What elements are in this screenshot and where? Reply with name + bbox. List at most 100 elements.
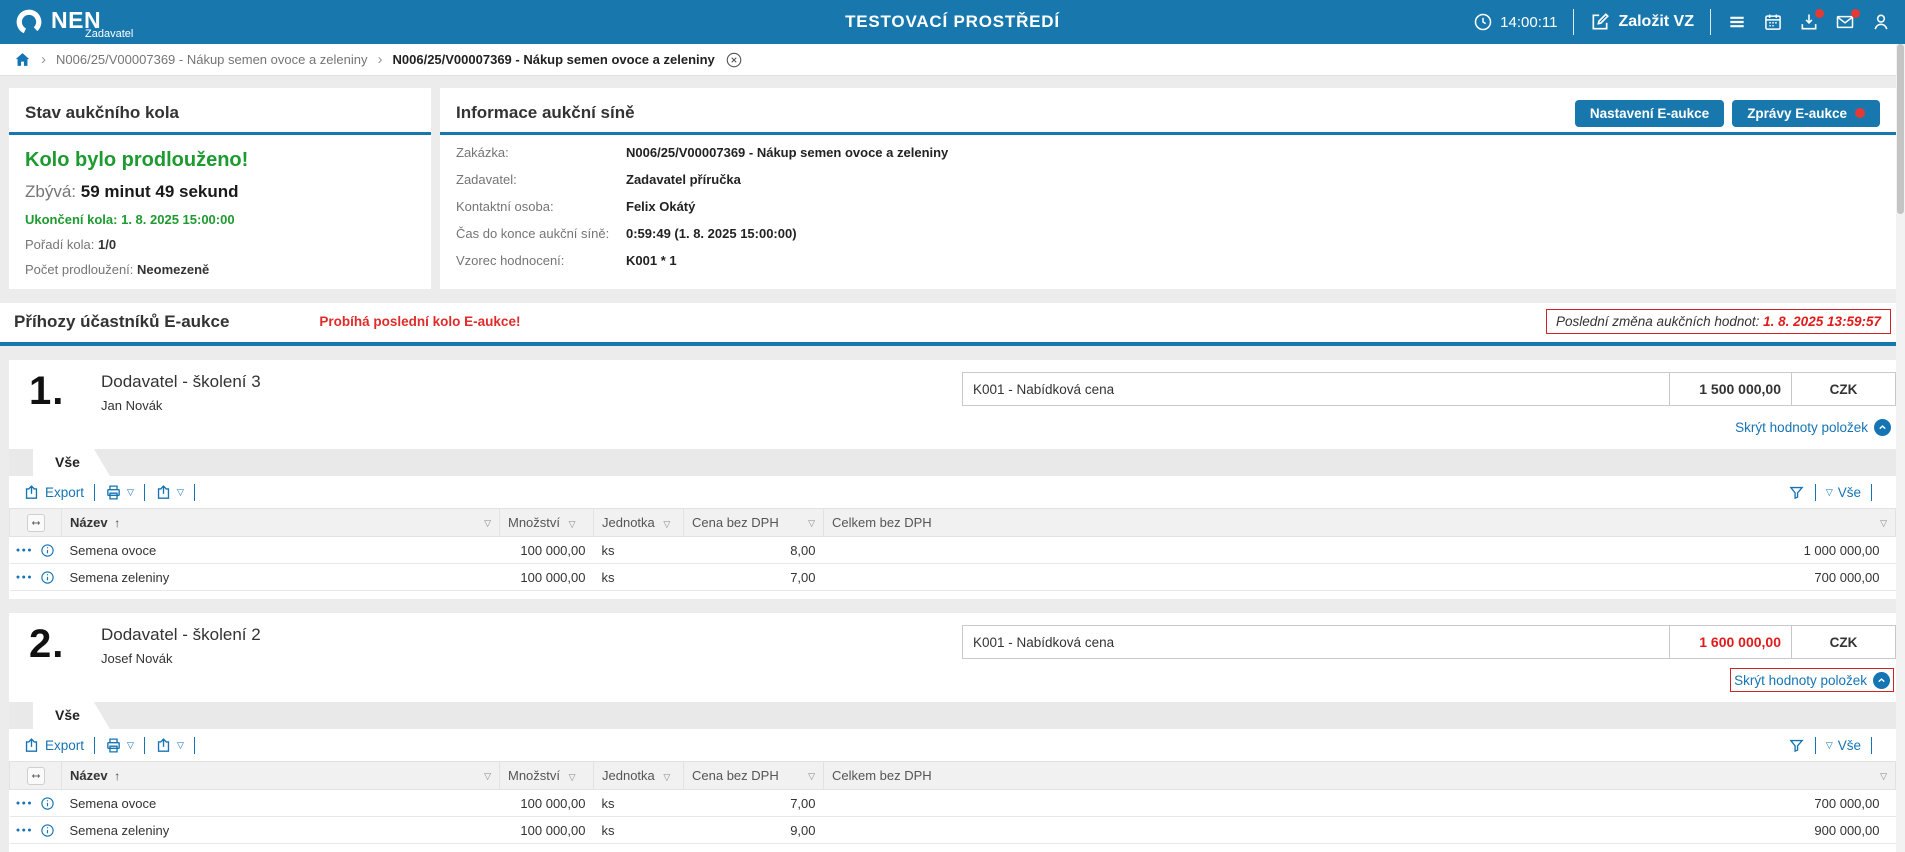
bid-amount: 1 600 000,00 [1669, 626, 1791, 658]
auction-settings-button[interactable]: Nastavení E-aukce [1574, 99, 1725, 127]
filter-dropdown-icon[interactable]: ▽ [1880, 518, 1887, 528]
view-all-button[interactable]: ▽ Vše [1825, 737, 1861, 753]
scrollbar-thumb[interactable] [1897, 44, 1904, 214]
filter-dropdown-icon[interactable]: ▽ [484, 771, 491, 781]
messages-button[interactable] [1835, 9, 1860, 32]
divider [94, 483, 96, 501]
participant-card-1: 1. Dodavatel - školení 3 Jan Novák K001 … [9, 360, 1896, 599]
participant-rank: 2. [29, 622, 65, 666]
column-header-price[interactable]: Cena bez DPH ▽ [683, 761, 824, 790]
breadcrumb-item-parent[interactable]: N006/25/V00007369 - Nákup semen ovoce a … [56, 52, 368, 67]
tab-all[interactable]: Vše [33, 702, 110, 729]
filter-dropdown-icon[interactable]: ▽ [568, 519, 576, 529]
close-tab-button[interactable] [725, 51, 743, 69]
share-button[interactable]: ▽ [155, 484, 184, 501]
extensions-value: Neomezeně [137, 262, 210, 277]
user-profile-button[interactable] [1871, 12, 1891, 32]
column-header-qty[interactable]: Množství ▽ [499, 508, 594, 537]
home-button[interactable] [14, 51, 31, 68]
view-all-button[interactable]: ▽ Vše [1825, 484, 1861, 500]
chevron-right-icon: › [41, 51, 46, 68]
info-value: Zadavatel příručka [626, 172, 741, 187]
bids-section-header: Příhozy účastníků E-aukce Probíhá posled… [0, 303, 1905, 346]
item-total: 1 000 000,00 [823, 536, 1896, 564]
item-name: Semena zeleniny [61, 563, 500, 591]
hide-item-values-label: Skrýt hodnoty položek [1735, 419, 1868, 435]
menu-button[interactable] [1727, 12, 1747, 32]
print-button[interactable]: ▽ [105, 484, 134, 501]
bid-row: K001 - Nabídková cena 1 600 000,00 CZK [962, 625, 1896, 659]
row-menu-icon[interactable]: ●●● [15, 826, 34, 834]
remaining-value: 59 minut 49 sekund [80, 182, 239, 201]
column-header-name[interactable]: Název ↑ ▽ [61, 761, 500, 790]
envelope-icon [1836, 15, 1854, 29]
participant-person: Josef Novák [101, 651, 173, 666]
nen-logo[interactable]: NEN Zadavatel [14, 7, 133, 39]
vertical-scrollbar[interactable] [1896, 44, 1905, 852]
share-button[interactable]: ▽ [155, 737, 184, 754]
filter-dropdown-icon[interactable]: ▽ [1880, 771, 1887, 781]
info-icon[interactable] [40, 823, 55, 838]
item-price: 7,00 [683, 789, 824, 817]
bid-currency: CZK [1791, 373, 1895, 405]
column-header-name[interactable]: Název ↑ ▽ [61, 508, 500, 537]
filter-dropdown-icon[interactable]: ▽ [568, 772, 576, 782]
column-header-price[interactable]: Cena bez DPH ▽ [683, 508, 824, 537]
export-button[interactable]: Export [23, 737, 84, 754]
funnel-icon [1789, 486, 1804, 499]
auction-messages-button[interactable]: Zprávy E-aukce [1732, 99, 1880, 127]
participant-company: Dodavatel - školení 3 [101, 372, 261, 391]
column-header-unit[interactable]: Jednotka ▽ [593, 508, 684, 537]
inbox-notification-dot [1815, 9, 1824, 18]
column-chooser-button[interactable] [9, 508, 62, 537]
last-change-box: Poslední změna aukčních hodnot: 1. 8. 20… [1546, 309, 1891, 334]
row-menu-icon[interactable]: ●●● [15, 799, 34, 807]
filter-button[interactable] [1788, 737, 1805, 754]
filter-dropdown-icon[interactable]: ▽ [663, 519, 671, 529]
filter-dropdown-icon[interactable]: ▽ [484, 518, 491, 528]
column-header-total[interactable]: Celkem bez DPH ▽ [823, 508, 1896, 537]
bid-currency: CZK [1791, 626, 1895, 658]
bid-criterion: K001 - Nabídková cena [973, 381, 1115, 397]
item-unit: ks [593, 563, 684, 591]
close-icon [726, 52, 742, 67]
tab-strip: Vše [9, 702, 1896, 729]
table-row: ●●● Semena ovoce 100 000,00 ks 7,00 700 … [9, 789, 1896, 817]
inbox-button[interactable] [1799, 9, 1824, 32]
filter-dropdown-icon[interactable]: ▽ [808, 771, 815, 781]
print-button[interactable]: ▽ [105, 737, 134, 754]
items-table: Název ↑ ▽ Množství ▽ Jednotka ▽ Cena bez… [9, 508, 1896, 591]
messages-alert-dot [1855, 108, 1865, 118]
export-button[interactable]: Export [23, 484, 84, 501]
calendar-button[interactable] [1763, 12, 1783, 32]
column-chooser-button[interactable] [9, 761, 62, 790]
info-icon[interactable] [40, 796, 55, 811]
item-total: 700 000,00 [823, 563, 1896, 591]
hide-item-values-label: Skrýt hodnoty položek [1734, 672, 1867, 688]
row-menu-icon[interactable]: ●●● [15, 546, 34, 554]
filter-button[interactable] [1788, 484, 1805, 501]
create-vz-button[interactable]: Založit VZ [1590, 12, 1694, 32]
sort-asc-icon: ↑ [114, 769, 121, 783]
column-header-qty[interactable]: Množství ▽ [499, 761, 594, 790]
tab-all[interactable]: Vše [33, 449, 110, 476]
dropdown-icon: ▽ [1825, 739, 1833, 750]
column-header-total[interactable]: Celkem bez DPH ▽ [823, 761, 1896, 790]
hide-item-values-toggle[interactable]: Skrýt hodnoty položek [1732, 415, 1894, 439]
item-name: Semena ovoce [61, 789, 500, 817]
bid-criterion: K001 - Nabídková cena [973, 634, 1115, 650]
column-header-unit[interactable]: Jednotka ▽ [593, 761, 684, 790]
filter-dropdown-icon[interactable]: ▽ [663, 772, 671, 782]
info-icon[interactable] [40, 543, 55, 558]
info-row: Zadavatel: Zadavatel příručka [456, 171, 1880, 189]
table-row: ●●● Semena zeleniny 100 000,00 ks 7,00 7… [9, 563, 1896, 591]
auction-round-status-panel: Stav aukčního kola Kolo bylo prodlouženo… [9, 88, 431, 289]
filter-dropdown-icon[interactable]: ▽ [808, 518, 815, 528]
info-value: K001 * 1 [626, 253, 677, 268]
last-change-value: 1. 8. 2025 13:59:57 [1763, 314, 1881, 329]
row-menu-icon[interactable]: ●●● [15, 573, 34, 581]
hide-item-values-toggle[interactable]: Skrýt hodnoty položek [1730, 668, 1894, 692]
info-icon[interactable] [40, 570, 55, 585]
info-row: Kontaktní osoba: Felix Okátý [456, 198, 1880, 216]
top-panels: Stav aukčního kola Kolo bylo prodlouženo… [9, 88, 1896, 289]
